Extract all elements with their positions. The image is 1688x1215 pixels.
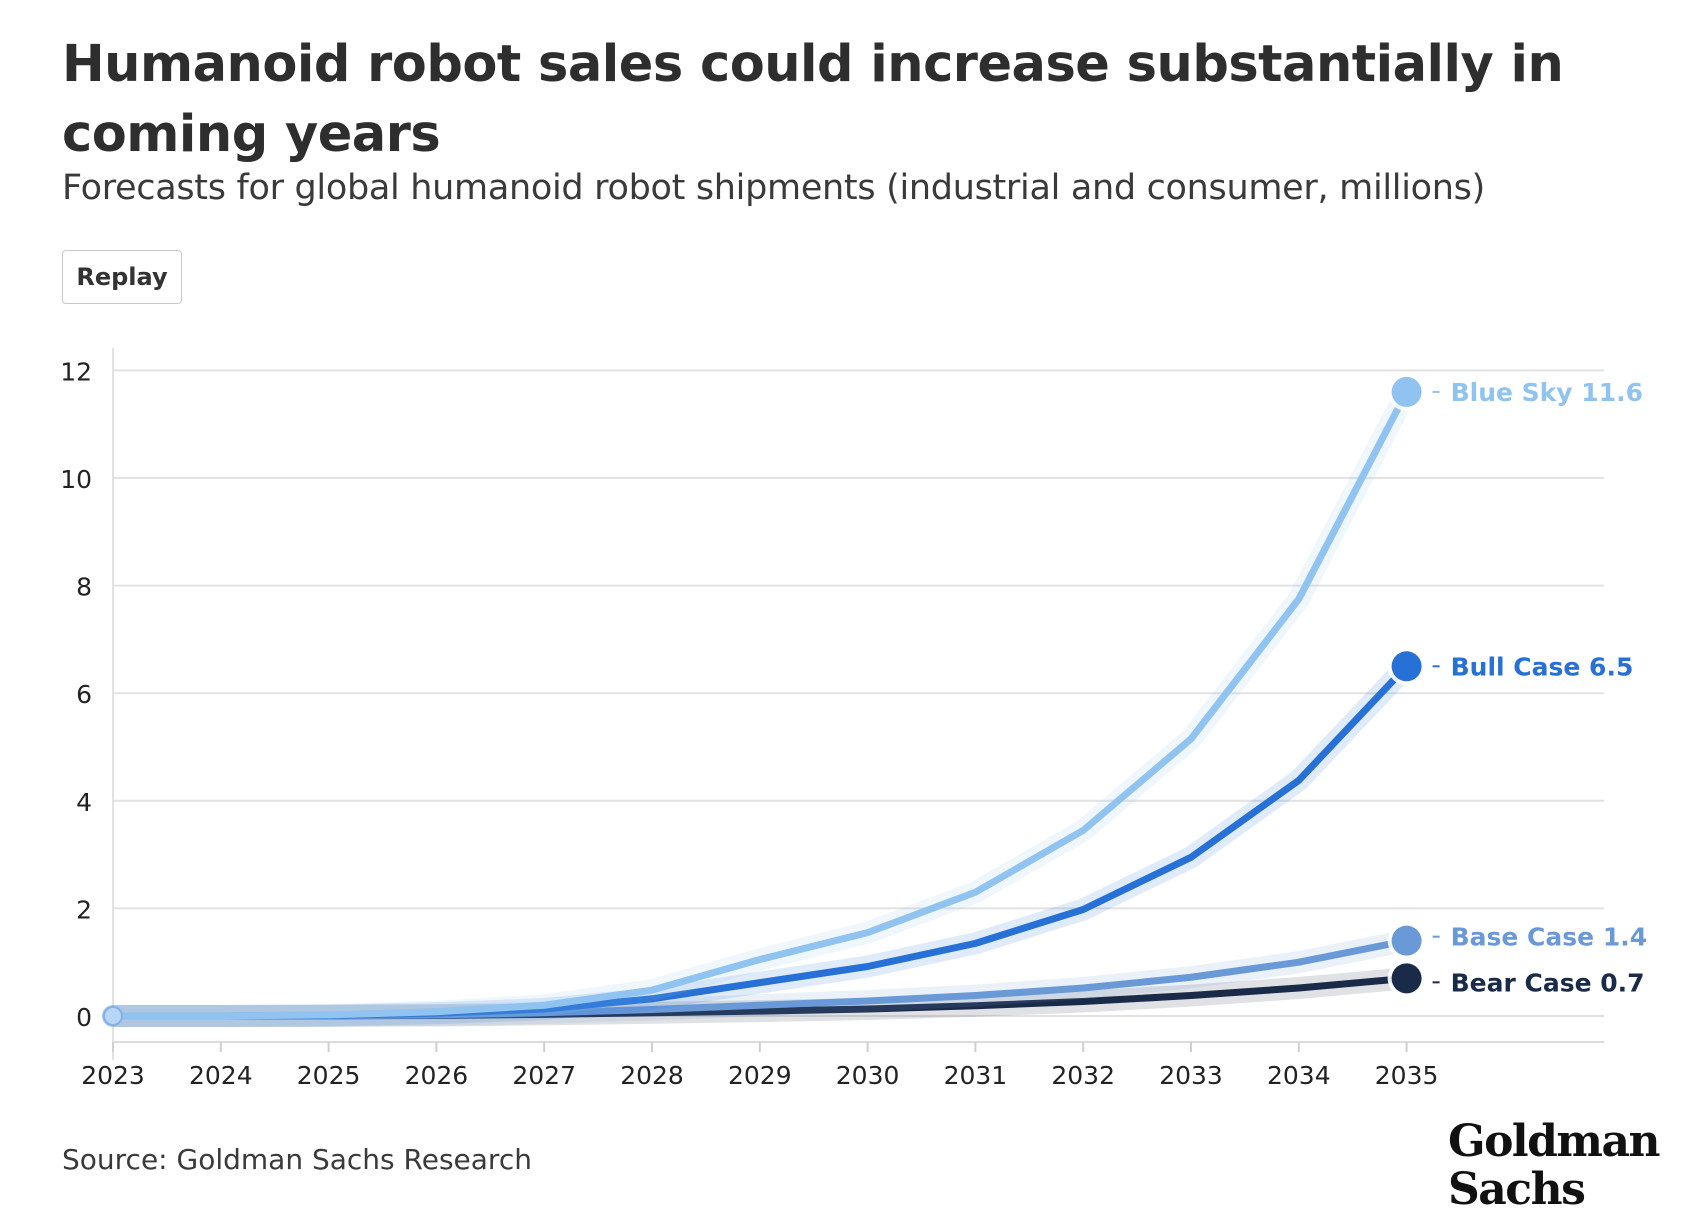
chart-title: Humanoid robot sales could increase subs… bbox=[62, 35, 1564, 164]
end-label-base-case: Base Case 1.4 bbox=[1451, 923, 1648, 952]
x-tick-label-2028: 2028 bbox=[620, 1061, 684, 1090]
x-tick-label-2035: 2035 bbox=[1375, 1061, 1439, 1090]
x-tick-label-2033: 2033 bbox=[1159, 1061, 1223, 1090]
x-tick-label-2032: 2032 bbox=[1051, 1061, 1115, 1090]
end-marker-bull-case bbox=[1391, 651, 1422, 682]
goldman-sachs-logo: Goldman Sachs bbox=[1448, 1116, 1660, 1215]
y-tick-label-0: 0 bbox=[76, 1003, 92, 1032]
end-label-bull-case: Bull Case 6.5 bbox=[1451, 652, 1634, 681]
start-point-marker bbox=[103, 1006, 123, 1026]
x-tick-label-2023: 2023 bbox=[81, 1061, 145, 1090]
chart-subtitle: Forecasts for global humanoid robot ship… bbox=[62, 168, 1485, 208]
x-tick-label-2034: 2034 bbox=[1267, 1061, 1331, 1090]
axes: 0 2 4 6 8 10 12 2023 2024 2025 2026 2027 2028 2029 203… bbox=[60, 348, 1604, 1090]
x-tick-label-2025: 2025 bbox=[297, 1061, 361, 1090]
series-halo-blue-sky bbox=[102, 380, 1418, 1027]
series-lines bbox=[102, 380, 1418, 1027]
y-tick-label-6: 6 bbox=[76, 680, 92, 709]
end-marker-bear-case bbox=[1391, 963, 1422, 994]
x-tick-label-2031: 2031 bbox=[944, 1061, 1008, 1090]
end-marker-blue-sky bbox=[1391, 376, 1422, 407]
series-end-labels: Blue Sky 11.6 Bull Case 6.5 Base Case 1.4 B… bbox=[1387, 372, 1648, 998]
series-line-blue-sky bbox=[109, 388, 1411, 1020]
y-tick-label-2: 2 bbox=[76, 895, 92, 924]
logo-line-1: Goldman bbox=[1448, 1116, 1660, 1167]
x-tick-label-2027: 2027 bbox=[512, 1061, 576, 1090]
end-marker-base-case bbox=[1391, 925, 1422, 956]
end-label-blue-sky: Blue Sky 11.6 bbox=[1451, 378, 1643, 407]
logo-line-2: Sachs bbox=[1448, 1164, 1586, 1215]
end-label-bear-case: Bear Case 0.7 bbox=[1451, 968, 1645, 997]
replay-button[interactable]: Replay bbox=[62, 250, 182, 304]
y-tick-label-8: 8 bbox=[76, 573, 92, 602]
source-note: Source: Goldman Sachs Research bbox=[62, 1143, 532, 1176]
y-tick-label-4: 4 bbox=[76, 788, 92, 817]
x-tick-label-2029: 2029 bbox=[728, 1061, 792, 1090]
y-tick-label-10: 10 bbox=[60, 465, 92, 494]
x-tick-label-2030: 2030 bbox=[836, 1061, 900, 1090]
y-tick-label-12: 12 bbox=[60, 357, 92, 386]
x-tick-label-2026: 2026 bbox=[405, 1061, 469, 1090]
x-tick-label-2024: 2024 bbox=[189, 1061, 253, 1090]
